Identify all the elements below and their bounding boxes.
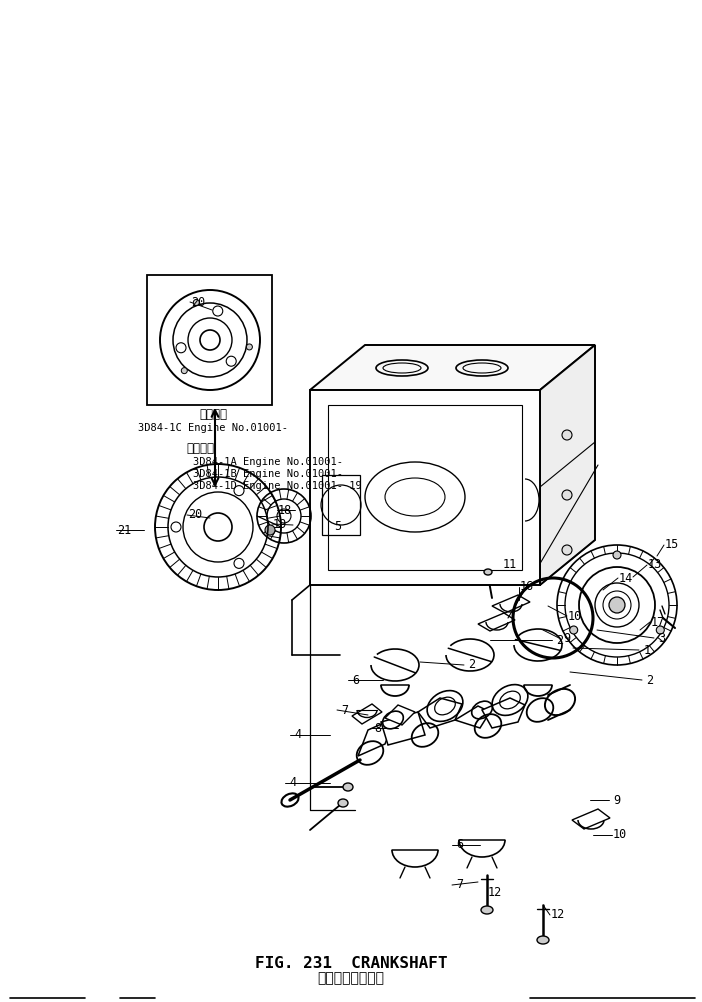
Polygon shape [540, 345, 595, 585]
Circle shape [265, 525, 275, 535]
Bar [328, 405, 522, 570]
Text: 4: 4 [289, 777, 296, 790]
Circle shape [613, 551, 621, 559]
Text: 3D84-1C Engine No.01001-: 3D84-1C Engine No.01001- [138, 423, 288, 433]
Text: 4: 4 [294, 728, 302, 741]
Text: 適用号機: 適用号機 [186, 442, 214, 455]
Text: 3D84-1A Engine No.01001-: 3D84-1A Engine No.01001- [193, 457, 343, 467]
Polygon shape [478, 613, 515, 631]
Circle shape [570, 626, 578, 634]
Ellipse shape [481, 906, 493, 914]
Text: 9: 9 [564, 631, 571, 644]
Text: 3: 3 [658, 631, 665, 644]
Circle shape [656, 626, 664, 634]
Circle shape [193, 300, 199, 306]
Ellipse shape [343, 783, 353, 791]
Polygon shape [385, 705, 415, 725]
Text: 2: 2 [647, 673, 654, 686]
Text: 9: 9 [614, 794, 621, 807]
Polygon shape [455, 706, 490, 728]
Polygon shape [310, 345, 595, 390]
Bar [310, 390, 540, 585]
Text: 8: 8 [374, 721, 382, 734]
Bar [147, 275, 272, 405]
Text: 14: 14 [619, 571, 633, 584]
Polygon shape [482, 698, 525, 728]
Text: 6: 6 [352, 673, 359, 686]
Polygon shape [492, 595, 530, 613]
Text: クランクシャフト: クランクシャフト [317, 971, 385, 985]
Text: 10: 10 [613, 829, 627, 842]
Text: 1: 1 [644, 643, 651, 656]
Circle shape [246, 344, 253, 350]
Bar [322, 475, 360, 535]
Circle shape [562, 545, 572, 555]
Circle shape [562, 430, 572, 440]
Text: 適用号機: 適用号機 [199, 409, 227, 422]
Polygon shape [572, 809, 610, 829]
Text: 17: 17 [651, 615, 665, 628]
Text: 11: 11 [503, 558, 517, 571]
Polygon shape [381, 712, 425, 745]
Text: 20: 20 [191, 296, 205, 309]
Text: 16: 16 [520, 580, 534, 593]
Text: 15: 15 [665, 538, 679, 551]
Text: 7: 7 [456, 879, 463, 892]
Text: 10: 10 [568, 609, 582, 622]
Polygon shape [358, 718, 395, 756]
Text: 13: 13 [648, 558, 662, 571]
Ellipse shape [484, 569, 492, 575]
Polygon shape [352, 704, 382, 724]
Circle shape [609, 597, 625, 613]
Text: 19: 19 [273, 517, 287, 530]
Text: 2: 2 [557, 633, 564, 646]
Text: 7: 7 [341, 703, 349, 716]
Text: 18: 18 [278, 503, 292, 516]
Circle shape [181, 368, 187, 374]
Circle shape [562, 490, 572, 500]
Text: 3D84-1B Engine No.01001-: 3D84-1B Engine No.01001- [193, 469, 343, 479]
Text: 5: 5 [334, 520, 342, 533]
Text: 6: 6 [456, 839, 463, 852]
Text: FIG. 231  CRANKSHAFT: FIG. 231 CRANKSHAFT [255, 956, 447, 971]
Text: 2: 2 [468, 658, 475, 671]
Text: 12: 12 [551, 909, 565, 922]
Text: 3D84-1D Engine No.01001- 19: 3D84-1D Engine No.01001- 19 [193, 481, 362, 491]
Text: 20: 20 [188, 508, 202, 521]
Text: 12: 12 [488, 887, 502, 900]
Ellipse shape [537, 936, 549, 944]
Ellipse shape [338, 799, 348, 807]
Text: 21: 21 [117, 523, 131, 536]
Polygon shape [418, 698, 462, 728]
